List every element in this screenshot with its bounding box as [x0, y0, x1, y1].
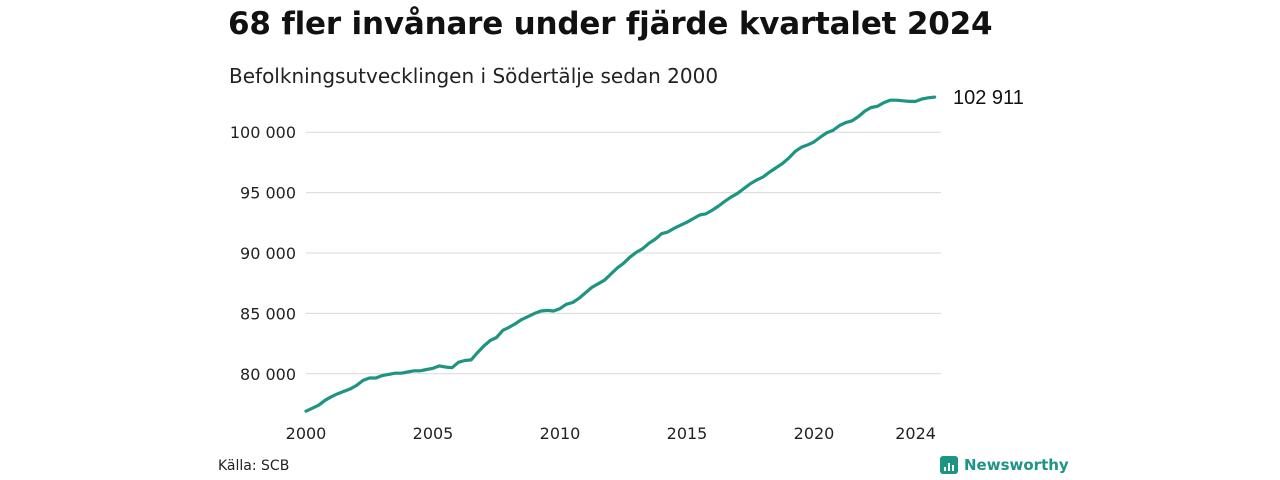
x-tick-label: 2015 [667, 424, 708, 443]
x-tick-label: 2020 [794, 424, 835, 443]
x-tick-label: 2010 [540, 424, 581, 443]
population-series-line [304, 95, 937, 413]
chart-subtitle: Befolkningsutvecklingen i Södertälje sed… [229, 64, 719, 88]
brand-name: Newsworthy [964, 456, 1069, 474]
y-tick-label: 85 000 [240, 304, 296, 323]
x-tick-label: 2000 [286, 424, 327, 443]
source-note: Källa: SCB [218, 458, 290, 474]
brand-logo: Newsworthy [940, 456, 1069, 474]
bar-chart-icon [940, 456, 958, 474]
grid-lines [306, 131, 941, 375]
x-axis-ticks: 2000 2005 2010 2015 2020 2024 [286, 424, 936, 443]
end-value-label: 102 911 [953, 87, 1024, 109]
chart-title: 68 fler invånare under fjärde kvartalet … [228, 6, 993, 42]
y-tick-label: 95 000 [240, 184, 296, 203]
y-axis-ticks: 80 000 85 000 90 000 95 000 100 000 [230, 123, 296, 384]
y-tick-label: 100 000 [230, 123, 296, 142]
x-tick-label: 2005 [413, 424, 454, 443]
x-tick-label: 2024 [895, 424, 936, 443]
series-layer [304, 95, 937, 413]
y-tick-label: 80 000 [240, 365, 296, 384]
y-tick-label: 90 000 [240, 244, 296, 263]
